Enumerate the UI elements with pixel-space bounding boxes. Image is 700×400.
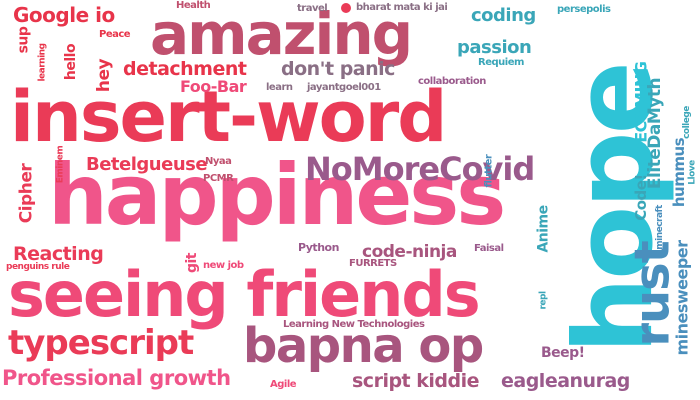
word-bharat-mata-ki-jai: bharat mata ki jai [356,2,448,13]
word-pcmr: PCMR [203,173,234,184]
word-college: college [681,106,692,139]
word-new-job: new job [203,260,244,271]
word-passion: passion [457,37,532,58]
word-professional-growth: Professional growth [2,366,231,390]
word-persepolis: persepolis [557,4,611,15]
word-learning: learning [37,43,48,82]
word-foo-bar: Foo-Bar [180,77,247,96]
word-code-ninja: code-ninja [362,242,457,262]
word-cipher: Cipher [16,163,37,224]
word-repl: repl [538,291,549,310]
word-nyaa: Nyaa [205,156,232,167]
word-code: Code! [631,174,650,221]
word-eminem: Eminem [55,145,66,184]
dot-marker [341,3,351,13]
word-seeing-friends: seeing friends [8,258,481,331]
word-requiem: Requiem [478,57,524,68]
word-learning-new-technologies: Learning New Technologies [283,319,425,330]
word-becoming: BECOMING [631,61,651,155]
word-happiness: happiness [48,146,506,244]
word-penguins-rule: penguins rule [6,262,70,272]
word-collaboration: collaboration [418,76,486,87]
word-hummus: hummus [670,137,689,208]
word-sup: sup [15,26,32,54]
word-agile: Agile [270,379,297,390]
word-amazing: amazing [150,0,413,68]
word-insert-word: insert-word [10,76,447,158]
word-flutter: flutter [483,154,495,188]
word-typescript: typescript [8,323,194,363]
word-faisal: Faisal [474,243,504,254]
word-betelgueuse: Betelgueuse [86,154,208,175]
word-learn: learn [266,82,293,93]
word-script-kiddie: script kiddie [352,370,480,392]
word-coding: coding [471,5,536,26]
word-minecraft: minecraft [654,205,665,250]
word-llove: Llove [687,160,698,185]
word-python: Python [298,241,339,254]
word-travel: travel [297,3,328,14]
word-health: Health [176,0,211,11]
word-dont-panic: don't panic [281,58,395,80]
word-furrets: FURRETS [349,258,397,269]
word-nomorecovid: NoMoreCovid [305,150,535,188]
word-beep: Beep! [541,345,585,361]
word-hello: hello [63,43,80,81]
word-rust: rust [624,241,681,347]
word-eagleanurag: eagleanurag [501,370,630,392]
word-minesweeper: minesweeper [672,240,692,356]
word-google-io: Google io [13,3,115,27]
word-jayantgoel001: jayantgoel001 [307,82,381,93]
word-anime: Anime [535,205,552,253]
word-reacting: Reacting [13,243,104,265]
word-detachment: detachment [123,58,247,80]
word-bapna-op: bapna op [243,318,484,374]
word-peace: Peace [99,29,131,40]
word-git: git [184,252,201,274]
word-hey: hey [94,58,115,93]
